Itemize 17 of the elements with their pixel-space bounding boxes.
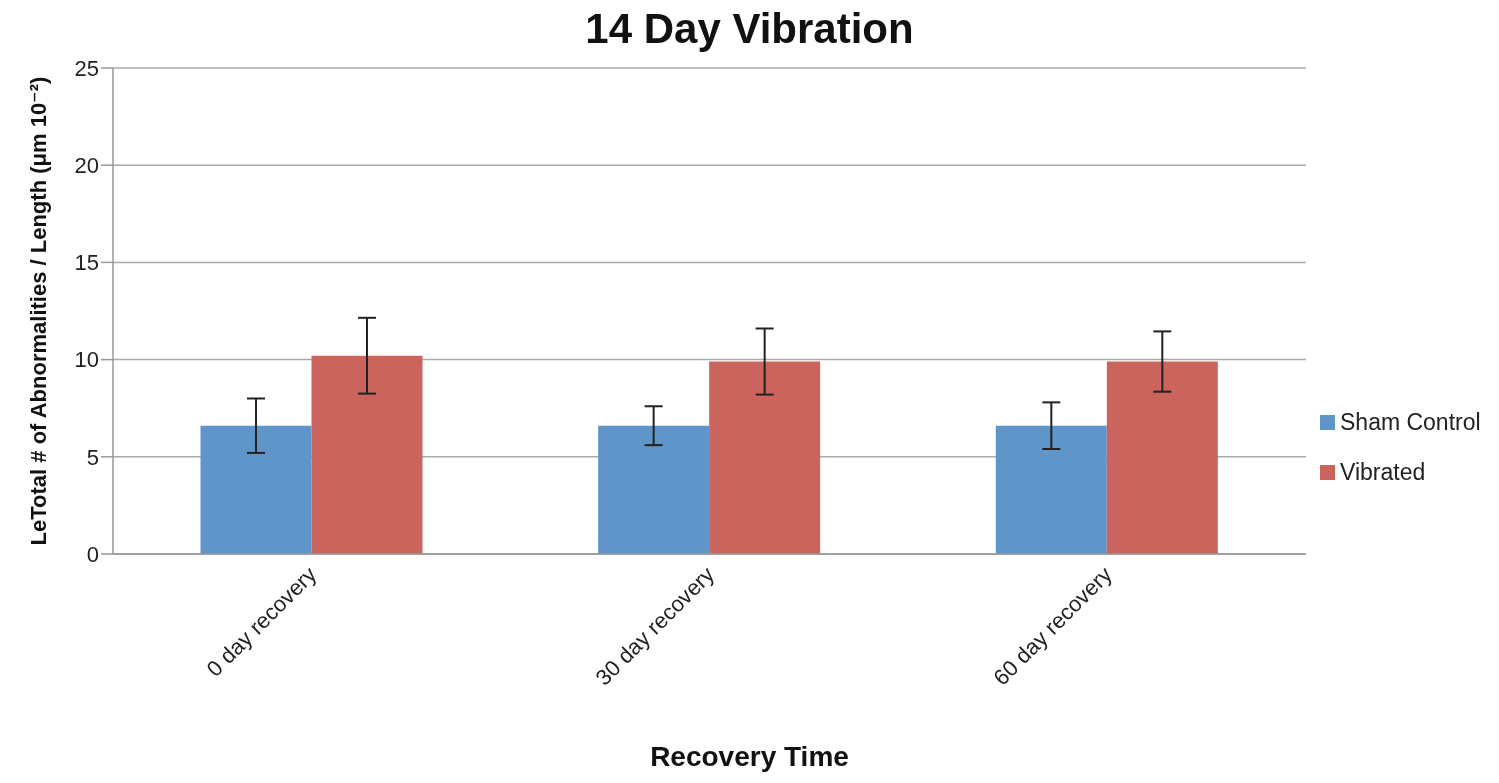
legend-label: Sham Control: [1340, 408, 1481, 435]
x-axis-title: Recovery Time: [650, 741, 849, 772]
bar: [598, 425, 710, 554]
bar: [311, 355, 423, 554]
bar: [995, 425, 1107, 554]
y-tick-label: 10: [74, 347, 99, 373]
bar: [709, 361, 821, 554]
y-tick-label: 25: [74, 55, 99, 81]
bar: [200, 425, 312, 554]
legend-label: Vibrated: [1340, 458, 1426, 485]
chart-title: 14 Day Vibration: [585, 5, 914, 52]
y-tick-label: 20: [74, 153, 99, 179]
y-tick-label: 0: [86, 541, 99, 567]
bar: [1106, 361, 1218, 554]
y-tick-label: 5: [86, 444, 99, 470]
y-tick-label: 15: [74, 250, 99, 276]
y-axis-title: LeTotal # of Abnormalities / Length (μm 10⁻²): [25, 76, 51, 546]
